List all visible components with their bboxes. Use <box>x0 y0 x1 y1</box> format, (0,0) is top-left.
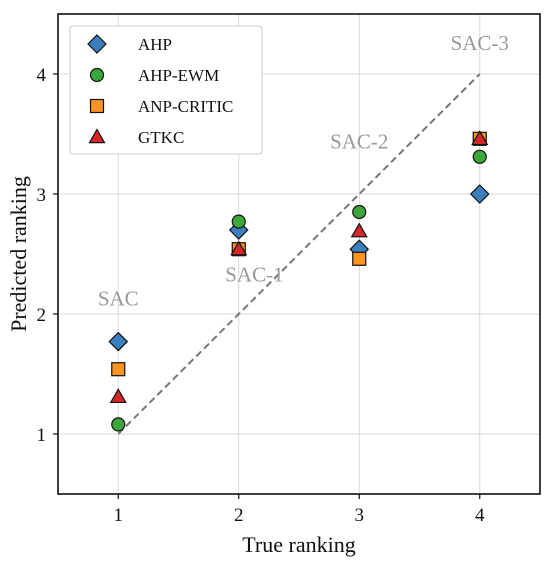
annotation-label: SAC-2 <box>330 129 388 153</box>
point-gtkc <box>109 388 127 404</box>
legend-box <box>69 25 263 155</box>
point-gtkc <box>230 240 248 256</box>
ticks-layer: 1 2 3 4 1 2 3 4 <box>37 65 486 526</box>
legend-label: AHP-EWM <box>138 66 219 85</box>
legend-marker-ahp <box>87 34 107 54</box>
point-ahp-ewm <box>111 417 126 432</box>
legend-label: ANP-CRITIC <box>138 97 233 116</box>
annotation-label: SAC <box>98 287 139 311</box>
point-ahp-ewm <box>352 204 367 220</box>
x-tick-label: 2 <box>234 505 244 526</box>
point-ahp-ewm <box>231 214 246 229</box>
point-anp-critic <box>111 362 126 377</box>
x-tick-label: 3 <box>355 505 365 526</box>
annotation-label: SAC-3 <box>451 31 509 55</box>
reference-line-layer <box>117 73 481 435</box>
annotation-layer: SAC SAC-1 SAC-2 SAC-3 <box>98 31 509 311</box>
y-axis-label: Predicted ranking <box>6 176 31 332</box>
legend-label: GTKC <box>138 128 184 147</box>
legend-marker-ahp-ewm <box>89 67 105 83</box>
x-tick-label: 4 <box>475 505 485 526</box>
legend-marker-gtkc <box>88 128 106 144</box>
y-tick-label: 2 <box>37 305 47 326</box>
point-gtkc <box>350 222 368 238</box>
point-ahp <box>469 184 490 204</box>
x-tick-label: 1 <box>114 505 124 526</box>
point-ahp <box>108 331 129 352</box>
x-axis-label: True ranking <box>242 532 355 557</box>
point-ahp-ewm <box>472 149 487 164</box>
legend-marker-anp-critic <box>89 98 105 114</box>
reference-line <box>117 73 481 435</box>
y-tick-label: 1 <box>37 425 47 446</box>
plot-frame <box>57 13 541 495</box>
y-tick-label: 4 <box>37 65 47 86</box>
point-gtkc <box>471 130 489 146</box>
data-points-layer <box>108 130 490 432</box>
legend: AHP AHP-EWM ANP-CRITIC GTKC <box>69 25 263 155</box>
legend-label: AHP <box>138 35 172 54</box>
y-tick-label: 3 <box>37 185 47 206</box>
annotation-label: SAC-1 <box>225 263 283 287</box>
point-anp-critic <box>352 251 367 266</box>
